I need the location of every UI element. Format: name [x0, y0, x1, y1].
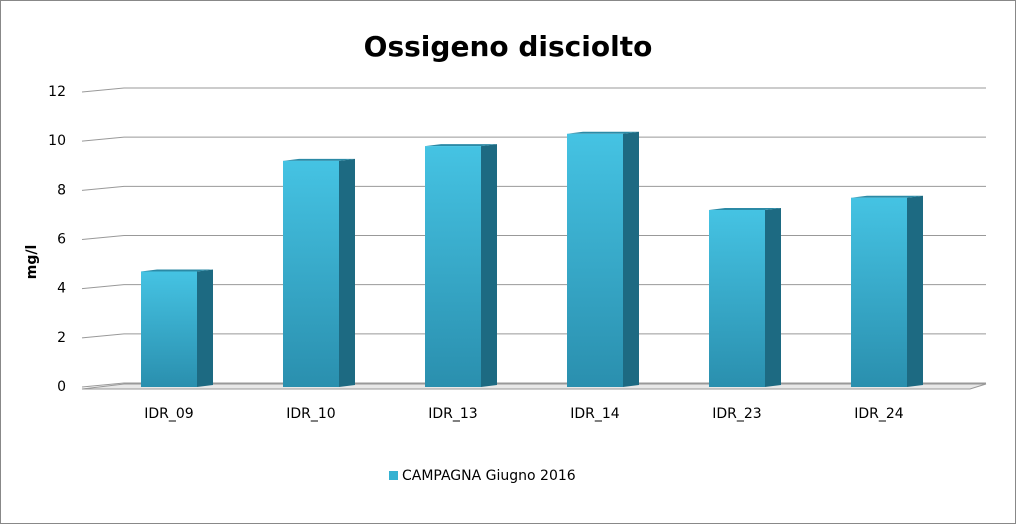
bar — [425, 146, 481, 387]
grid-line — [81, 333, 986, 339]
y-tick-label: 0 — [57, 379, 66, 395]
bar-top — [425, 144, 497, 147]
y-tick-label: 4 — [57, 281, 66, 297]
y-tick-label: 10 — [48, 133, 66, 149]
bar-top — [851, 195, 923, 198]
bar — [141, 271, 197, 387]
bar-top — [283, 158, 355, 161]
x-tick-label: IDR_13 — [428, 406, 477, 422]
bar-side — [481, 144, 497, 387]
y-tick-label: 2 — [57, 330, 66, 346]
bar — [851, 197, 907, 387]
bar-top — [709, 208, 781, 210]
x-tick-label: IDR_09 — [144, 406, 193, 422]
bar-side — [339, 158, 355, 387]
grid-line — [81, 284, 986, 290]
bar — [709, 210, 765, 387]
bar-side — [907, 195, 923, 387]
y-axis-label: mg/l — [24, 245, 40, 280]
x-tick-label: IDR_14 — [570, 406, 620, 422]
x-tick-label: IDR_24 — [854, 406, 904, 422]
grid-line — [81, 136, 986, 142]
bar-top — [567, 131, 639, 134]
bar-top — [141, 269, 213, 272]
bar — [283, 160, 339, 387]
grid-line — [81, 235, 986, 240]
y-tick-label: 6 — [57, 232, 66, 248]
bar-side — [765, 208, 781, 387]
chart-title: Ossigeno disciolto — [364, 30, 653, 63]
legend-marker — [389, 471, 398, 480]
legend-label: CAMPAGNA Giugno 2016 — [402, 468, 576, 484]
grid-line — [81, 185, 986, 191]
bar-side — [197, 269, 213, 387]
y-tick-label: 12 — [48, 84, 66, 100]
floor — [81, 383, 987, 390]
x-tick-label: IDR_23 — [712, 406, 761, 422]
bar-side — [623, 131, 639, 387]
grid-line — [81, 382, 986, 388]
x-tick-label: IDR_10 — [286, 406, 335, 422]
y-tick-label: 8 — [57, 182, 66, 198]
grid-line — [81, 87, 986, 93]
bar — [567, 133, 623, 387]
